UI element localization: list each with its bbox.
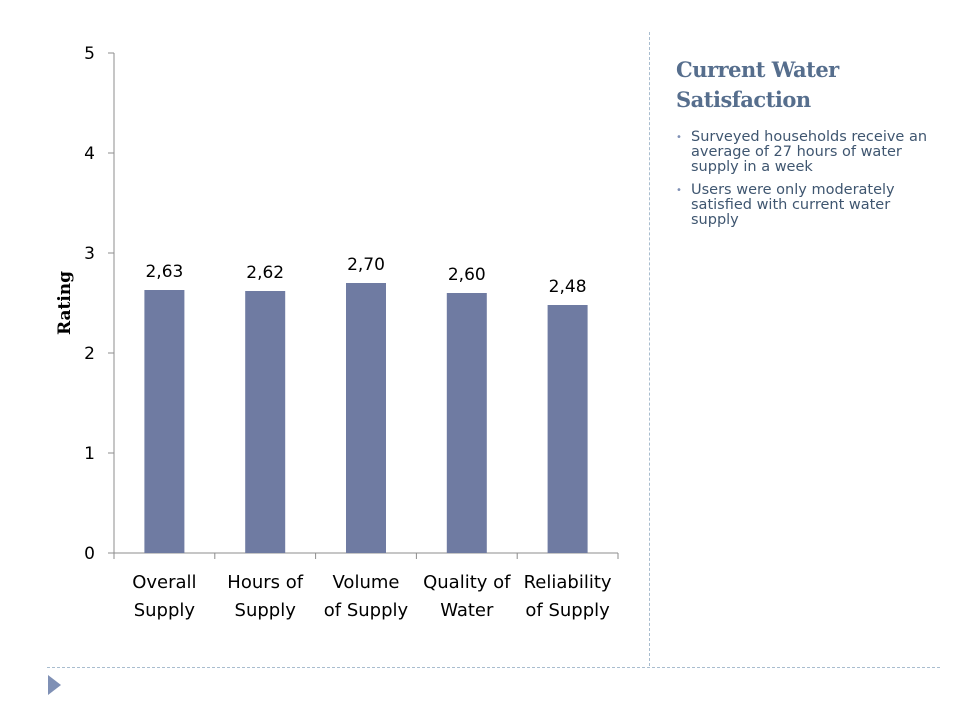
x-tick-label: Overall [132, 572, 196, 593]
data-label: 2,62 [246, 263, 284, 283]
bullet-text: Surveyed households receive an average o… [691, 129, 928, 175]
bar [245, 291, 286, 553]
chart-bars [144, 283, 588, 553]
x-tick-label: Volume [333, 572, 400, 593]
x-tick-label: Supply [235, 600, 297, 621]
data-label: 2,70 [347, 255, 385, 275]
chart-labels: 0 1 2 3 4 5 2,63 Overall Supply 2,62 Hours of Suppl… [55, 44, 612, 621]
bullet-text: Users were only moderately satisfied wit… [691, 182, 895, 228]
x-tick-label: Hours of [227, 572, 303, 593]
y-tick-label: 1 [84, 444, 95, 464]
x-tick-label: of Supply [324, 600, 409, 621]
x-tick-label: Quality of [423, 572, 511, 593]
bar [446, 293, 487, 553]
bullet-icon: • [676, 132, 682, 143]
y-tick-label: 5 [84, 44, 95, 64]
data-label: 2,48 [549, 277, 587, 297]
bar [144, 290, 185, 553]
bullet-item: • Users were only moderately satisfied w… [676, 183, 936, 228]
y-axis-title: Rating [55, 271, 75, 335]
chart-axes [108, 52, 619, 559]
bar-chart: 0 1 2 3 4 5 2,63 Overall Supply 2,62 Hours of Suppl… [55, 44, 619, 621]
x-tick-label: Water [440, 600, 494, 621]
y-tick-label: 4 [84, 144, 95, 164]
bullet-list: • Surveyed households receive an average… [676, 130, 936, 236]
slide-title: Current Water Satisfaction [676, 57, 839, 112]
bullet-item: • Surveyed households receive an average… [676, 130, 936, 175]
bar [547, 305, 588, 553]
x-tick-label: of Supply [525, 600, 610, 621]
triangle-right-icon[interactable] [48, 675, 61, 695]
y-tick-label: 0 [84, 544, 95, 564]
x-tick-label: Reliability [524, 572, 612, 593]
x-tick-label: Supply [134, 600, 196, 621]
y-tick-label: 2 [84, 344, 95, 364]
vertical-divider [649, 32, 650, 666]
bullet-icon: • [676, 185, 682, 196]
y-tick-label: 3 [84, 244, 95, 264]
bar [346, 283, 386, 553]
horizontal-divider [47, 667, 940, 668]
data-label: 2,60 [448, 265, 486, 285]
data-label: 2,63 [145, 262, 183, 282]
